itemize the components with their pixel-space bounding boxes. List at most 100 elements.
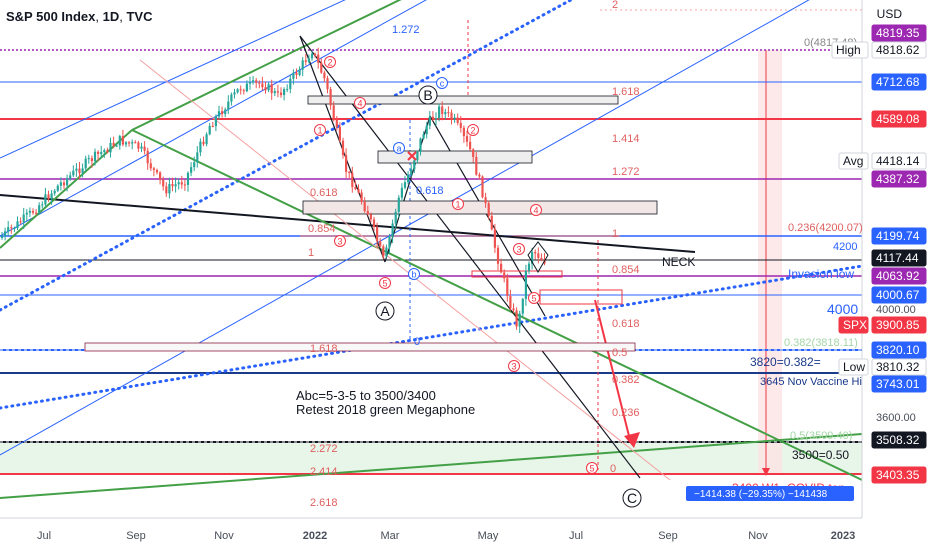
fib-level-label: 1 [308,247,314,259]
fib-level-label: 1.272 [392,24,420,36]
candle [478,172,481,180]
candle [137,140,140,153]
candle [261,76,264,91]
price-tag-value: 4117.44 [876,251,919,265]
wave-label-blue: b [408,268,420,280]
candle [183,179,186,191]
fib-level-label: 0.5(3509.40) [790,430,852,442]
candle [348,170,351,179]
fib-level-label: 2.618 [310,497,338,509]
candle [205,132,208,147]
candle [140,142,143,153]
fib-level-label: 1.414 [612,133,640,145]
candle [357,184,360,194]
candle [233,88,236,99]
price-tag-value: 4819.35 [876,26,920,40]
candle [413,158,416,174]
chart-title: S&P 500 Index, 1D, TVC [6,9,153,24]
candle [236,88,239,94]
candle [28,207,31,218]
candle [10,224,13,234]
candle [469,135,472,151]
currency-label[interactable]: USD [876,7,902,21]
candle [304,53,307,66]
candle [159,171,162,185]
candle [407,171,410,185]
candle [360,189,363,205]
candle [531,247,534,270]
price-tag-value: 3403.35 [876,468,920,482]
candle [341,137,345,159]
candle [338,122,341,143]
candle [438,103,441,122]
price-tag: 3810.32 Low [838,358,927,376]
candle [174,177,177,193]
candle [500,258,503,274]
price-tag: 4819.35 [871,24,927,42]
wave-label-small: 5 [528,292,540,304]
candle [190,162,193,177]
candle [326,75,329,94]
candle [391,219,394,244]
candle [93,148,97,166]
wave-label-small: 2 [467,124,479,136]
price-tag-value: 4818.62 [876,43,920,57]
svg-text:1: 1 [317,126,322,136]
candle [16,216,19,231]
price-tag-value: 4387.32 [876,172,920,186]
svg-text:4: 4 [357,99,362,109]
wave-label-large: C [622,488,642,508]
candle [53,189,56,196]
price-tag: 4818.62 High [831,41,927,59]
price-tag-value: 4199.74 [876,229,920,243]
candle [301,57,304,77]
candle [258,80,261,89]
candle [298,66,301,77]
interval-label: 1D [102,9,120,24]
price-tag-value: 3810.32 [876,360,920,374]
svg-text:b: b [411,270,416,280]
candle [41,201,44,209]
fib-level-label: 0.5 [612,347,627,359]
price-tag-value: 4000.67 [876,288,920,302]
fib-level-label: 1 [612,228,618,240]
candle [425,122,428,139]
price-tag: 3743.01 [871,375,927,393]
time-tick-label: Jul [569,530,583,542]
candle [345,148,348,179]
candle [208,123,211,136]
candle [388,233,391,254]
fib-level-label: 0.618 [310,187,338,199]
candle [292,69,295,85]
candle [112,136,115,149]
candle [162,176,165,191]
candle [323,70,326,83]
fib-level-label: 0.236 [612,407,640,419]
fib-level-label: 0 [414,336,420,348]
chart-annotation: NECK [662,255,695,269]
candle [7,220,10,236]
candle [171,177,174,192]
fib-level-label: 0.382 [612,374,640,386]
candle [0,231,4,240]
price-tag-value: 4589.08 [876,112,920,126]
chart-annotation: 3820=0.382= [750,355,821,369]
candle [487,200,490,220]
candle [372,216,376,231]
fib-level-label: 2.272 [310,443,338,455]
candle [248,76,252,90]
candle [168,177,171,199]
candle [351,166,354,193]
candle [44,187,47,207]
candle [366,205,369,216]
candle [453,113,456,123]
candle [31,208,35,215]
candle [78,162,81,180]
time-tick-label: Sep [126,530,146,542]
price-tag-value: 3508.32 [876,433,920,447]
wave-label-blue: c [436,77,448,89]
candle [152,166,155,177]
wave-label-small: 4 [530,204,542,216]
time-tick-label: Nov [214,530,234,542]
